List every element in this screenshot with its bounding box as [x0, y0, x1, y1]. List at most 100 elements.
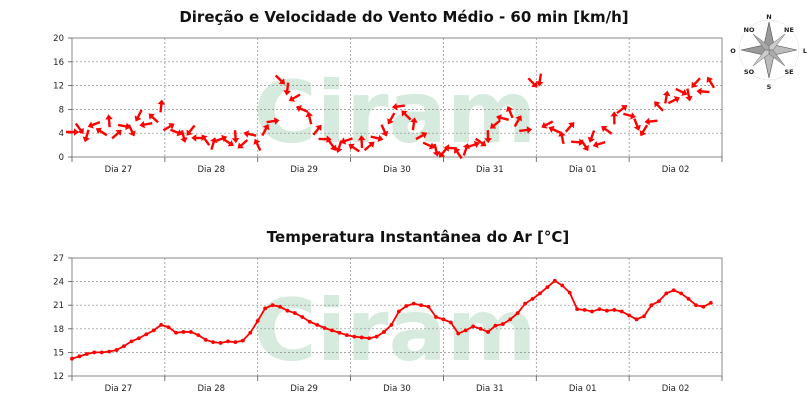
- temperature-point: [99, 350, 104, 355]
- wind-arrow-point: [633, 118, 641, 131]
- wind-arrow-point: [592, 140, 606, 149]
- wind-arrow-shape: [667, 96, 680, 105]
- wind-arrow-point: [654, 101, 664, 112]
- temperature-point: [226, 339, 230, 344]
- wind-arrow-shape: [506, 105, 514, 119]
- wind-arrow-point: [87, 121, 101, 129]
- temperature-point: [634, 317, 639, 322]
- x-tick-label: Dia 02: [662, 384, 690, 394]
- temperature-point: [671, 288, 676, 293]
- wind-arrow-point: [489, 119, 501, 129]
- temperature-point: [686, 297, 691, 301]
- temperature-point: [500, 322, 505, 326]
- wind-arrow-point: [691, 77, 701, 88]
- temperature-point: [694, 303, 698, 308]
- y-tick-label: 27: [53, 254, 64, 264]
- temperature-point: [404, 304, 409, 308]
- wind-arrow-shape: [274, 74, 286, 85]
- wind-arrow-shape: [535, 73, 544, 87]
- temperature-point: [708, 300, 713, 305]
- x-tick-label: Dia 28: [197, 384, 225, 394]
- wind-arrow-point: [587, 130, 596, 143]
- temperature-point: [448, 320, 453, 325]
- compass-label-n: N: [766, 13, 771, 21]
- wind-x-ticks: Dia 27 Dia 28 Dia 29 Dia 30 Dia 31 Dia 01 Dia …: [71, 157, 723, 175]
- temperature-point: [337, 330, 342, 335]
- temperature-point: [486, 330, 490, 334]
- temperature-point: [508, 317, 513, 322]
- temperature-point: [315, 322, 320, 327]
- wind-arrow-point: [162, 122, 175, 132]
- temperature-point: [136, 336, 141, 341]
- wind-arrow-point: [201, 134, 211, 146]
- wind-arrow-point: [438, 146, 449, 158]
- wind-y-ticks: 0 4 8 12 16 20: [53, 34, 72, 163]
- wind-arrow-shape: [623, 112, 636, 120]
- x-tick-label: Dia 30: [383, 384, 411, 394]
- wind-arrow-point: [157, 99, 166, 113]
- wind-arrow-point: [243, 130, 257, 138]
- wind-arrow-point: [454, 147, 463, 160]
- temperature-point: [203, 337, 208, 342]
- wind-arrow-point: [222, 137, 234, 147]
- y-tick-label: 12: [53, 82, 64, 92]
- x-tick-label: Dia 29: [290, 165, 318, 175]
- wind-arrow-shape: [162, 122, 175, 132]
- temperature-point: [597, 307, 602, 312]
- wind-arrow-shape: [633, 118, 641, 131]
- wind-arrow-shape: [312, 124, 322, 136]
- temperature-point: [389, 322, 394, 327]
- wind-arrow-point: [616, 105, 628, 115]
- wind-arrow-point: [363, 141, 375, 152]
- y-tick-label: 24: [53, 278, 64, 288]
- wind-arrow-point: [541, 120, 554, 129]
- wind-arrow-point: [169, 128, 183, 137]
- wind-arrow-shape: [87, 121, 101, 129]
- watermark-logo: Ciram: [254, 281, 537, 381]
- wind-arrow-point: [191, 134, 205, 142]
- temperature-point: [70, 356, 74, 361]
- wind-arrow-point: [644, 117, 658, 126]
- wind-arrow-shape: [157, 99, 166, 113]
- compass-point-no: [752, 33, 770, 51]
- y-tick-label: 18: [53, 325, 64, 335]
- wind-arrow-point: [127, 124, 136, 137]
- wind-arrow-shape: [513, 115, 523, 128]
- wind-arrow-shape: [691, 77, 701, 88]
- temperature-point: [478, 326, 483, 331]
- wind-arrow-point: [95, 127, 108, 137]
- wind-plot-area: [71, 37, 723, 158]
- wind-arrow-point: [180, 130, 188, 143]
- wind-arrow-point: [432, 143, 441, 157]
- temperature-point: [352, 334, 357, 339]
- wind-arrow-point: [380, 124, 389, 137]
- compass-label-no: NO: [744, 26, 755, 34]
- wind-arrow-shape: [662, 90, 671, 104]
- temperature-point: [359, 335, 364, 340]
- x-tick-label: Dia 02: [662, 165, 690, 175]
- temperature-point: [538, 291, 542, 296]
- x-tick-label: Dia 01: [569, 165, 597, 175]
- wind-arrow-shape: [348, 143, 360, 153]
- wind-arrow-point: [580, 139, 589, 151]
- wind-arrow-shape: [519, 126, 533, 134]
- wind-arrow-shape: [592, 140, 606, 149]
- temperature-point: [649, 303, 654, 308]
- wind-arrow-shape: [610, 111, 619, 125]
- x-tick-label: Dia 29: [290, 384, 318, 394]
- temperature-y-ticks: 12 15 18 21 24 27: [53, 254, 72, 382]
- temperature-point: [411, 301, 416, 306]
- wind-arrow-point: [340, 137, 353, 145]
- wind-arrow-point: [662, 90, 671, 104]
- wind-arrow-shape: [169, 128, 183, 137]
- temperature-point: [92, 350, 97, 355]
- temperature-point: [426, 304, 431, 309]
- x-tick-label: Dia 30: [383, 165, 411, 175]
- temperature-point: [196, 333, 201, 337]
- temperature-point: [463, 328, 468, 333]
- wind-arrow-point: [415, 131, 428, 141]
- wind-arrow-shape: [266, 117, 280, 125]
- temperature-point: [575, 307, 580, 312]
- wind-arrow-shape: [489, 119, 501, 129]
